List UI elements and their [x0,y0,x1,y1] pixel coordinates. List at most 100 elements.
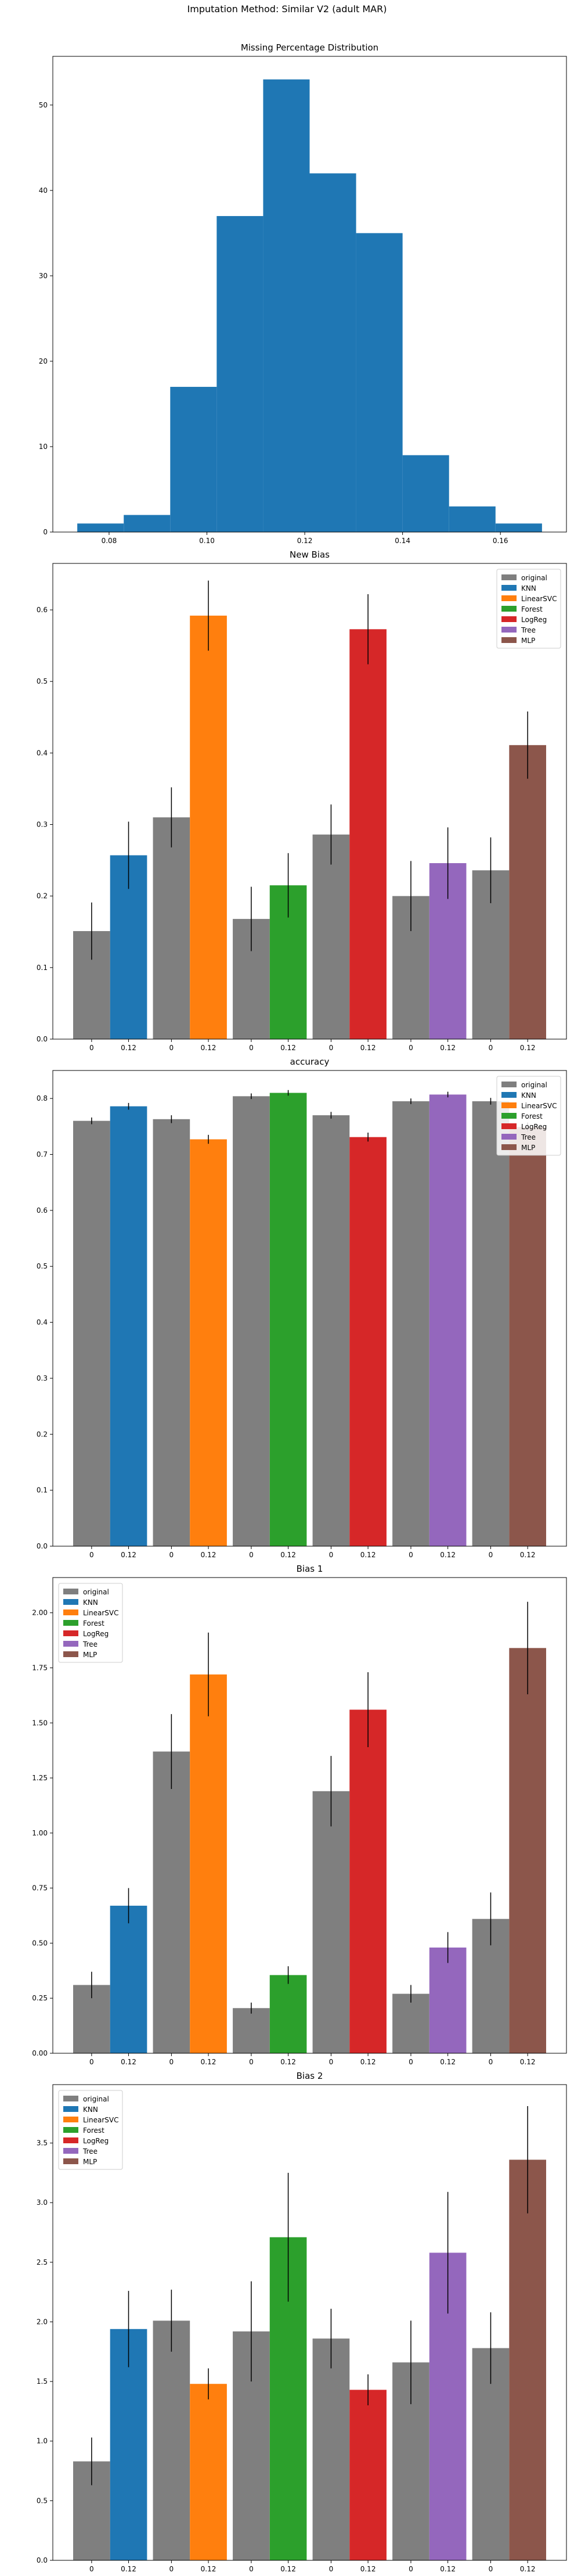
legend-label-knn: KNN [83,2106,98,2114]
x-tick-label: 0.12 [360,1551,376,1559]
tree-bar [429,1094,467,1546]
histogram-bar [449,506,496,532]
legend-swatch-logreg [63,1630,78,1636]
y-tick-label: 40 [39,186,48,195]
y-tick-label: 0.5 [37,1262,48,1270]
logreg-bar [349,1709,387,2053]
legend-label-logreg: LogReg [83,2137,109,2145]
legend-label-mlp: MLP [521,1144,535,1152]
legend-label-forest: Forest [83,1619,104,1627]
legend-swatch-mlp [63,1651,78,1657]
histogram-bar [495,523,542,532]
y-tick-label: 0 [43,528,48,536]
legend-swatch-logreg [63,2137,78,2143]
y-tick-label: 2.00 [32,1609,48,1617]
legend-swatch-original [63,1589,78,1594]
chart-title: New Bias [290,549,330,560]
y-tick-label: 2.5 [37,2258,48,2266]
legend-label-linearsvc: LinearSVC [521,1102,557,1110]
x-tick-label: 0 [329,1551,334,1559]
legend-swatch-linearsvc [63,2117,78,2122]
histogram-bar [402,455,449,532]
histogram-bar [309,173,356,532]
legend-swatch-linearsvc [63,1609,78,1615]
tree-bar [429,1948,467,2053]
original-bar [312,1791,350,2053]
x-tick-label: 0 [169,1551,174,1559]
original-bar [153,2320,190,2560]
x-tick-label: 0 [89,2565,94,2573]
legend-label-original: original [83,2095,109,2103]
legend-swatch-tree [63,2148,78,2154]
x-tick-label: 0.12 [440,2565,456,2573]
axes-frame [52,1070,567,1547]
legend: original KNN LinearSVC Forest LogReg Tree MLP [496,1076,561,1156]
knn-bar [110,1905,147,2053]
x-tick-label: 0.12 [280,2058,296,2066]
x-tick-label: 0.12 [520,1551,536,1559]
y-tick-label: 1.0 [37,2437,48,2445]
legend-swatch-original [501,1082,517,1087]
y-tick-label: 0.2 [37,892,48,900]
x-tick-label: 0 [169,2565,174,2573]
original-bar [472,1101,510,1546]
histogram-bar [170,387,217,532]
x-tick-label: 0.12 [520,2058,536,2066]
histogram-bar [124,515,171,532]
chart-title: accuracy [290,1057,330,1067]
x-tick-label: 0 [249,2565,254,2573]
chart-title: Bias 2 [297,2071,323,2081]
legend-label-mlp: MLP [521,637,535,645]
legend-label-mlp: MLP [83,2158,97,2166]
legend: original KNN LinearSVC Forest LogReg Tree MLP [58,2090,123,2170]
logreg-bar [349,1137,387,1546]
mlp-bar [509,1648,546,2053]
chart-title: Bias 1 [297,1564,323,1574]
x-tick-label: 0 [329,1044,334,1052]
x-tick-label: 0 [249,2058,254,2066]
accuracy-chart: accuracy 0.0 0.1 0.2 0.3 0.4 0.5 0.6 0.7 0.8 0 0.12… [37,1057,567,1559]
y-tick-label: 3.5 [37,2139,48,2147]
y-tick-label: 0.0 [37,2556,48,2564]
legend-swatch-tree [501,627,517,633]
legend-swatch-knn [63,2106,78,2112]
legend-label-knn: KNN [83,1598,98,1607]
x-tick-label: 0 [409,1551,413,1559]
x-tick-label: 0 [169,1044,174,1052]
y-tick-label: 1.5 [37,2377,48,2385]
y-tick-label: 2.0 [37,2318,48,2326]
x-tick-label: 0 [89,2058,94,2066]
y-tick-label: 0.5 [37,2496,48,2505]
x-tick-label: 0.12 [440,1551,456,1559]
histogram-bar [356,233,403,532]
x-tick-label: 0.12 [121,1044,136,1052]
axes-frame [52,2084,567,2561]
legend-label-forest: Forest [83,2126,104,2135]
y-tick-label: 0.0 [37,1035,48,1043]
mlp-bar [509,745,546,1039]
mlp-bar [509,1127,546,1546]
x-tick-label: 0 [489,1044,493,1052]
legend: original KNN LinearSVC Forest LogReg Tree MLP [496,569,561,649]
legend-label-linearsvc: LinearSVC [83,1609,119,1617]
y-tick-label: 30 [39,272,48,280]
x-tick-label: 0.12 [440,2058,456,2066]
x-tick-label: 0 [329,2565,334,2573]
logreg-bar [349,2390,387,2560]
x-tick-label: 0 [409,2058,413,2066]
legend-swatch-tree [501,1134,517,1140]
new-bias-chart: New Bias 0.0 0.1 0.2 0.3 0.4 0.5 0.6 0 0.12 0 0.12 0… [37,549,567,1052]
legend-label-original: original [521,1081,547,1089]
x-tick-label: 0.12 [121,2058,136,2066]
legend-swatch-forest [501,1113,517,1119]
legend-swatch-mlp [501,637,517,643]
x-tick-label: 0.12 [360,1044,376,1052]
histogram-bar [263,79,310,532]
y-tick-label: 0.6 [37,606,48,614]
axes-frame [52,563,567,1040]
chart-title: Missing Percentage Distribution [241,42,378,53]
legend-swatch-logreg [501,616,517,622]
y-tick-label: 0.1 [37,964,48,972]
x-tick-label: 0.12 [201,2565,216,2573]
x-tick-label: 0.12 [520,2565,536,2573]
